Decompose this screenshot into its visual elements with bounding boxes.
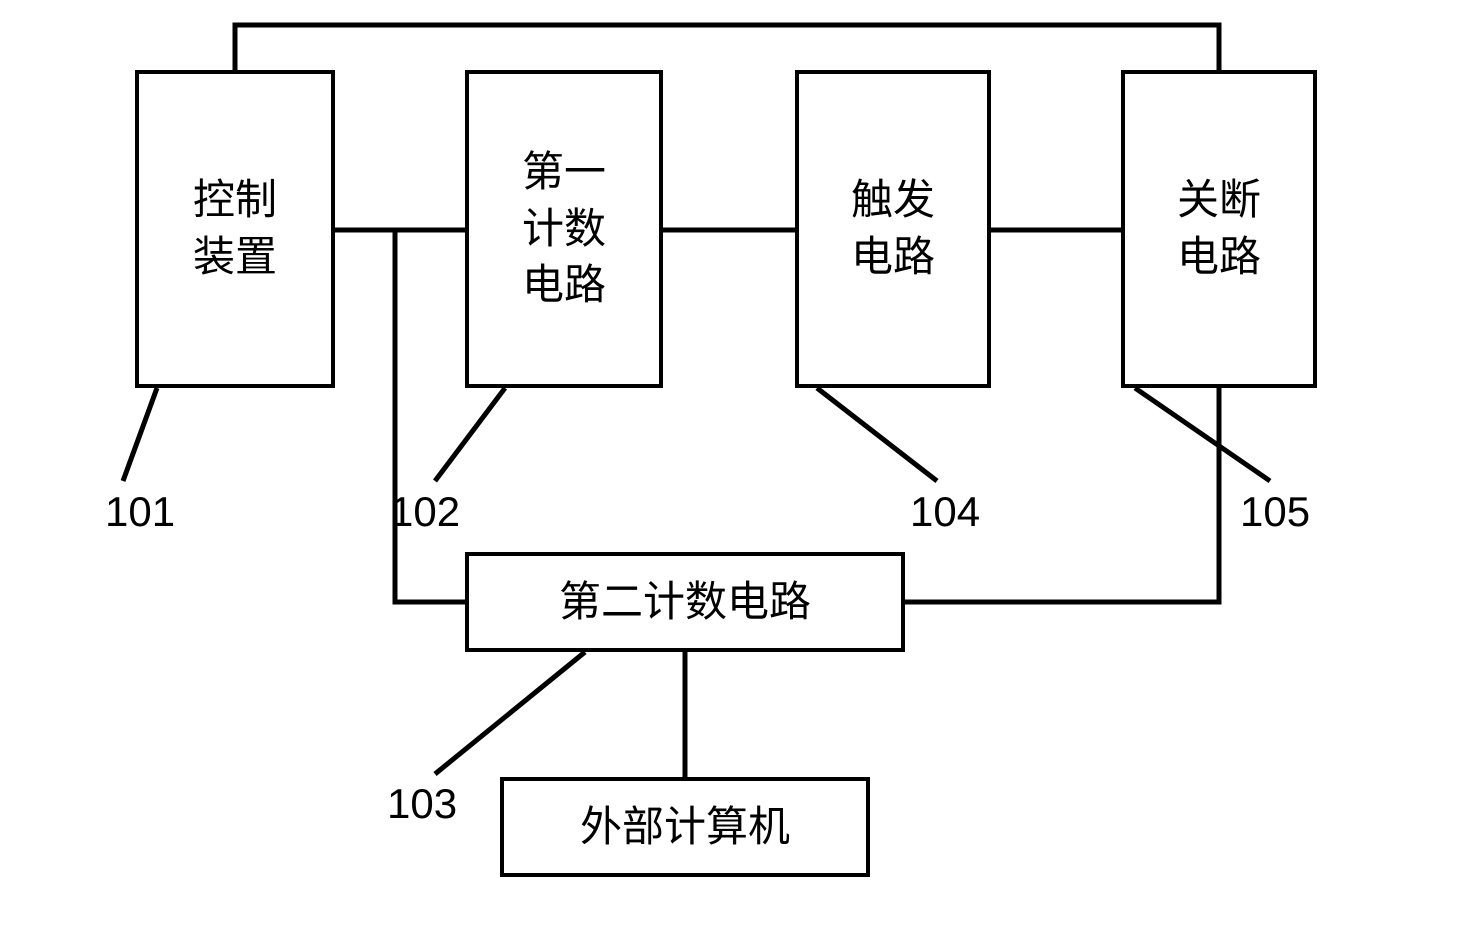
node-external-computer: 外部计算机	[500, 777, 870, 877]
ref-label-105: 105	[1240, 488, 1310, 536]
node-label: 第二计数电路	[559, 574, 811, 631]
node-first-count-circuit: 第一计数电路	[465, 70, 663, 388]
ref-label-104: 104	[910, 488, 980, 536]
node-label: 触发电路	[851, 172, 935, 285]
node-label: 外部计算机	[580, 799, 790, 856]
node-label: 关断电路	[1177, 172, 1261, 285]
ref-label-102: 102	[390, 488, 460, 536]
node-label: 控制装置	[193, 172, 277, 285]
node-second-count-circuit: 第二计数电路	[465, 552, 905, 652]
block-diagram: 控制装置 第一计数电路 触发电路 关断电路 第二计数电路 外部计算机 101 1…	[75, 10, 1405, 925]
node-trigger-circuit: 触发电路	[795, 70, 991, 388]
node-label: 第一计数电路	[522, 144, 606, 314]
node-shutdown-circuit: 关断电路	[1121, 70, 1317, 388]
node-control-device: 控制装置	[135, 70, 335, 388]
ref-label-103: 103	[387, 780, 457, 828]
ref-label-101: 101	[105, 488, 175, 536]
